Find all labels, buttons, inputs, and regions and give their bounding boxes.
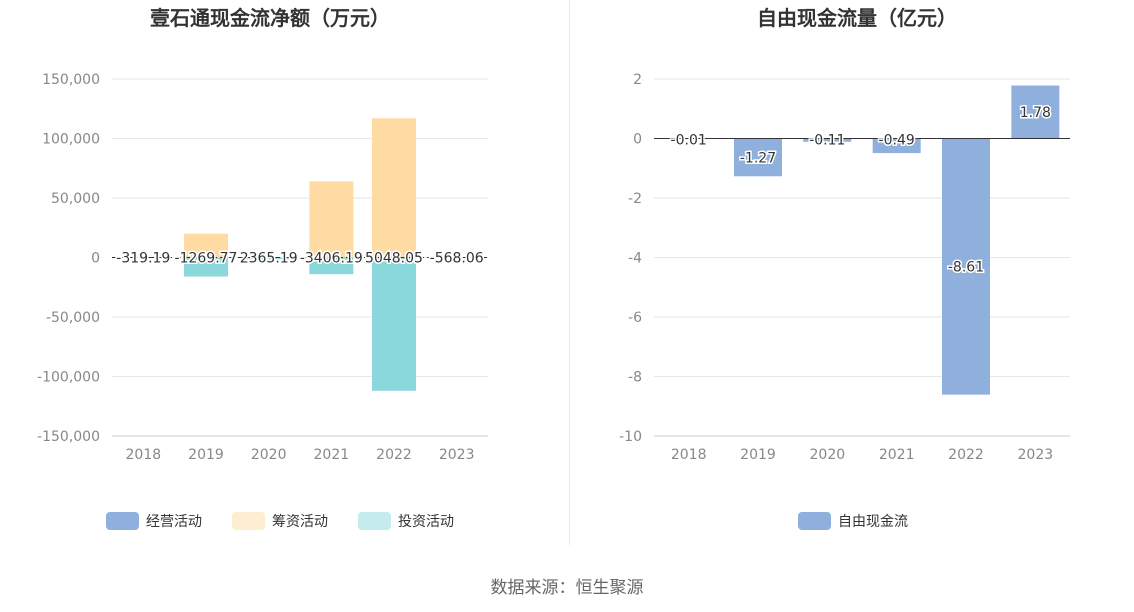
c0-data-label-2023: -568.06 [430,251,484,267]
c0-bar-2-2021 [309,257,354,275]
c0-bar-2-2019 [184,257,228,277]
c1-y-tick-label: 0 [633,132,642,148]
c0-x-tick-label: 2020 [251,447,287,463]
c0-data-label-2020: 2365.19 [240,251,298,267]
c1-x-tick-label: 2018 [671,447,707,463]
c0-legend-swatch-1 [232,512,265,530]
c1-y-tick-label: -4 [628,251,642,267]
c0-data-label-2021: -3406.19 [300,251,363,267]
free-cash-flow-chart-svg: 自由现金流量（亿元） 2 0 -2 -4 -6 -8 -10 2018 2019 2020 2021 2… [619,6,1070,530]
c1-data-label-2023: 1.78 [1020,105,1051,121]
c0-y-tick-label: 0 [91,251,100,267]
free-cash-flow-chart: 自由现金流量（亿元） 2 0 -2 -4 -6 -8 -10 2018 2019 2020 2021 2… [572,0,1134,545]
c0-y-tick-label: 150,000 [42,72,100,88]
c0-legend-label-0: 经营活动 [146,514,202,530]
c1-data-label-2021: -0.49 [879,133,915,149]
cash-flow-net-chart-svg: 壹石通现金流净额（万元） 150,000 100,000 50,000 0 -50,000… [37,6,488,530]
c0-bar-2-2020 [246,257,291,260]
c1-y-tick-label: -6 [628,310,642,326]
c0-bar-1-2019 [184,233,228,258]
c0-x-tick-label: 2022 [376,447,412,463]
c1-y-tick-label: -10 [619,429,642,445]
c1-x-tick-label: 2019 [740,447,776,463]
c0-data-label-2018: -319.19 [116,251,170,267]
c0-data-label-2022: 5048.05 [365,251,423,267]
c0-y-tick-label: -150,000 [37,429,100,445]
c0-y-tick-label: 100,000 [42,132,100,148]
c0-y-tick-label: -100,000 [37,370,100,386]
data-source: 数据来源：恒生聚源 [490,578,644,598]
c1-y-tick-label: -8 [628,370,642,386]
c1-legend-label-0: 自由现金流 [838,514,908,530]
c1-bar-0-2022 [942,138,990,395]
c1-data-label-2018: -0.01 [671,133,707,149]
c1-x-tick-label: 2023 [1018,447,1054,463]
c1-y-tick-label: 2 [633,72,642,88]
c1-x-tick-label: 2020 [810,447,846,463]
c0-data-label-2019: -1269.77 [175,251,238,267]
panel-divider [569,0,570,545]
c1-bar-0-2021 [872,138,921,154]
c0-x-tick-label: 2018 [126,447,162,463]
c1-x-tick-label: 2021 [879,447,915,463]
cash-flow-net-chart: 壹石通现金流净额（万元） 150,000 100,000 50,000 0 -50,000… [0,0,568,545]
c1-x-tick-label: 2022 [948,447,984,463]
c0-legend-swatch-2 [358,512,391,530]
c1-data-label-2020: -0.11 [809,133,845,149]
c0-legend-swatch-0 [106,512,139,530]
c0-x-tick-label: 2019 [188,447,224,463]
c0-bar-1-2022 [372,118,416,258]
c0-title: 壹石通现金流净额（万元） [150,6,390,30]
c1-data-label-2022: -8.61 [948,260,984,276]
c1-data-label-2019: -1.27 [740,150,776,166]
c1-legend-swatch-0 [798,512,831,530]
c0-bar-2-2022 [372,257,416,391]
c0-legend-label-1: 筹资活动 [272,513,328,530]
c0-bar-1-2021 [309,181,354,258]
c1-title: 自由现金流量（亿元） [757,6,957,30]
c1-y-tick-label: -2 [628,191,642,207]
c0-x-tick-label: 2021 [314,447,350,463]
c0-legend-label-2: 投资活动 [398,514,454,530]
c0-y-tick-label: -50,000 [46,310,100,326]
c1-bar-0-2019 [734,138,782,177]
c0-x-tick-label: 2023 [439,447,475,463]
c0-y-tick-label: 50,000 [51,191,100,207]
c1-bar-0-2020 [803,138,852,142]
c1-bar-0-2023 [1011,85,1060,139]
